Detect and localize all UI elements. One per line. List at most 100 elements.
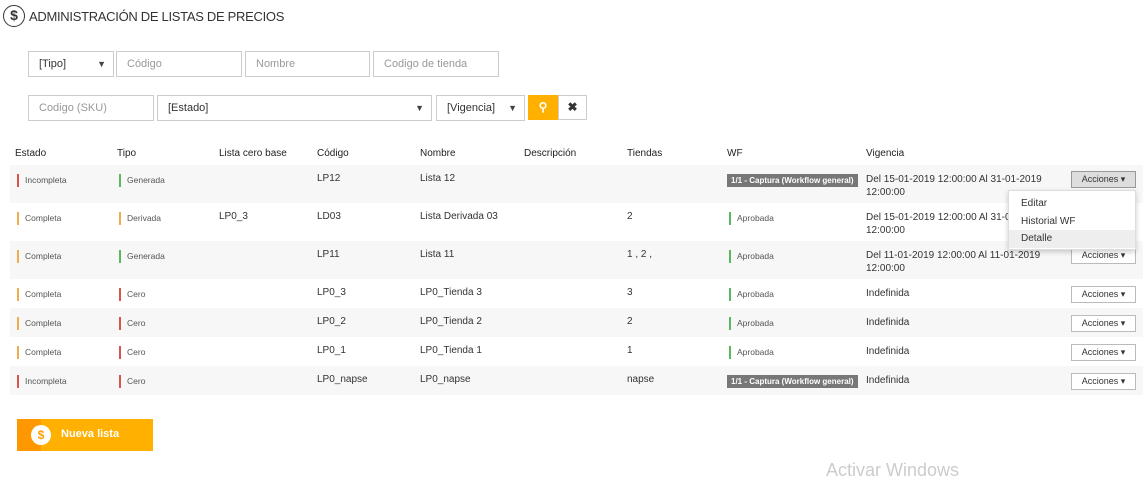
codigo-cell: LP0_1	[317, 345, 346, 356]
nombre-cell: LP0_Tienda 1	[420, 345, 482, 356]
lista-cero-base-cell: LP0_3	[219, 211, 248, 222]
wf-tag: Aprobada	[729, 212, 774, 225]
caret-down-icon: ▾	[1118, 318, 1126, 328]
codigo-cell: LP12	[317, 173, 341, 184]
table-row: Completa Cero LP0_2 LP0_Tienda 2 2 Aprobada In…	[10, 308, 1143, 337]
estado-tag: Completa	[17, 288, 61, 301]
estado-select[interactable]: [Estado] ▼	[157, 95, 432, 121]
search-button[interactable]: ⚲	[528, 95, 558, 120]
dollar-icon: $	[3, 5, 25, 27]
chevron-down-icon: ▼	[97, 59, 106, 69]
estado-tag: Completa	[17, 317, 61, 330]
nombre-cell: LP0_napse	[420, 374, 471, 385]
nombre-cell: LP0_Tienda 2	[420, 316, 482, 327]
vigencia-cell: Indefinida	[866, 346, 910, 357]
nombre-cell: LP0_Tienda 3	[420, 287, 482, 298]
vigencia-cell: Del 11-01-2019 12:00:00 Al 11-01-2019 12…	[866, 250, 1041, 274]
nombre-cell: Lista Derivada 03	[420, 211, 498, 222]
wf-tag: Aprobada	[729, 288, 774, 301]
caret-down-icon: ▾	[1118, 250, 1126, 260]
vigencia-cell: Del 15-01-2019 12:00:00 Al 31-01-2019 12…	[866, 174, 1042, 198]
acciones-button[interactable]: Acciones ▾	[1071, 171, 1136, 188]
tiendas-cell: 1	[627, 345, 633, 356]
acciones-button[interactable]: Acciones ▾	[1071, 373, 1136, 390]
nueva-lista-label: Nueva lista	[61, 428, 120, 440]
nueva-lista-button[interactable]: $ Nueva lista	[17, 419, 153, 451]
vigencia-select[interactable]: [Vigencia] ▼	[436, 95, 525, 121]
codigo-cell: LP11	[317, 249, 340, 260]
tiendas-cell: napse	[627, 374, 655, 385]
table-row: Incompleta Generada LP12 Lista 12 1/1 - Capt…	[10, 165, 1143, 203]
codigo-tienda-input[interactable]: Codigo de tienda	[373, 51, 499, 77]
close-icon: ✖	[567, 100, 578, 114]
tiendas-cell: 3	[627, 287, 633, 298]
wf-tag: Aprobada	[729, 317, 774, 330]
table-row: Incompleta Cero LP0_napse LP0_napse napse 1/1…	[10, 366, 1143, 395]
menu-item-editar[interactable]: Editar	[1021, 198, 1048, 209]
estado-tag: Completa	[17, 346, 61, 359]
nombre-placeholder: Nombre	[256, 58, 296, 70]
tiendas-cell: 1 , 2 ,	[627, 249, 653, 260]
table-row: Completa Generada LP11 Lista 11 1 , 2 , Aprob…	[10, 241, 1143, 279]
sku-placeholder: Codigo (SKU)	[39, 102, 107, 114]
acciones-button[interactable]: Acciones ▾	[1071, 315, 1136, 332]
acciones-label: Acciones	[1081, 289, 1119, 299]
tiendas-cell: 2	[627, 316, 633, 327]
tipo-tag: Cero	[119, 317, 145, 330]
caret-down-icon: ▾	[1118, 174, 1126, 184]
search-icon: ⚲	[538, 100, 548, 114]
column-header: Estado	[15, 148, 47, 159]
estado-tag: Completa	[17, 212, 61, 225]
chevron-down-icon: ▼	[415, 103, 424, 113]
estado-tag: Incompleta	[17, 375, 67, 388]
vigencia-cell: Del 15-01-2019 12:00:00 Al 31-01-2019 12…	[866, 212, 1042, 236]
tipo-tag: Cero	[119, 375, 145, 388]
codigo-input[interactable]: Código	[116, 51, 242, 77]
tipo-tag: Generada	[119, 174, 165, 187]
acciones-label: Acciones	[1081, 250, 1119, 260]
column-header: Vigencia	[866, 148, 905, 159]
estado-tag: Completa	[17, 250, 61, 263]
sku-input[interactable]: Codigo (SKU)	[28, 95, 154, 121]
vigencia-cell: Indefinida	[866, 375, 910, 386]
tipo-tag: Generada	[119, 250, 165, 263]
column-header: Código	[317, 148, 349, 159]
codigo-cell: LD03	[317, 211, 341, 222]
page-title: ADMINISTRACIÓN DE LISTAS DE PRECIOS	[29, 9, 285, 24]
acciones-button[interactable]: Acciones ▾	[1071, 286, 1136, 303]
vigencia-select-value: [Vigencia]	[447, 102, 496, 114]
caret-down-icon: ▾	[1118, 376, 1126, 386]
tiendas-cell: 2	[627, 211, 633, 222]
caret-down-icon: ▾	[1118, 289, 1126, 299]
menu-item-historial-wf[interactable]: Historial WF	[1021, 215, 1076, 227]
acciones-button[interactable]: Acciones ▾	[1071, 344, 1136, 361]
codigo-tienda-placeholder: Codigo de tienda	[384, 58, 468, 70]
tipo-select-value: [Tipo]	[39, 58, 67, 70]
chevron-down-icon: ▼	[508, 103, 517, 113]
acciones-label: Acciones	[1081, 376, 1119, 386]
clear-button[interactable]: ✖	[558, 95, 587, 120]
codigo-cell: LP0_napse	[317, 374, 368, 385]
wf-tag: Aprobada	[729, 250, 774, 263]
nombre-input[interactable]: Nombre	[245, 51, 370, 77]
codigo-cell: LP0_3	[317, 287, 346, 298]
acciones-dropdown-menu: Editar Historial WF Detalle	[1008, 190, 1136, 250]
vigencia-cell: Indefinida	[866, 317, 910, 328]
acciones-label: Acciones	[1081, 347, 1119, 357]
nombre-cell: Lista 12	[420, 173, 456, 184]
column-header: Nombre	[420, 148, 456, 159]
wf-badge: 1/1 - Captura (Workflow general)	[727, 174, 858, 187]
caret-down-icon: ▾	[1118, 347, 1126, 357]
tipo-tag: Cero	[119, 346, 145, 359]
menu-item-detalle[interactable]: Detalle	[1009, 230, 1135, 248]
acciones-label: Acciones	[1081, 318, 1119, 328]
wf-badge: 1/1 - Captura (Workflow general)	[727, 375, 858, 388]
windows-activation-watermark: Activar Windows	[826, 460, 960, 480]
table-row: Completa Cero LP0_1 LP0_Tienda 1 1 Aprobada In…	[10, 337, 1143, 366]
vigencia-cell: Indefinida	[866, 288, 910, 299]
column-header: WF	[727, 148, 743, 159]
table-row: Completa Cero LP0_3 LP0_Tienda 3 3 Aprobada In…	[10, 279, 1143, 308]
tipo-select[interactable]: [Tipo] ▼	[28, 51, 114, 77]
dollar-icon: $	[31, 425, 51, 445]
tipo-tag: Cero	[119, 288, 145, 301]
